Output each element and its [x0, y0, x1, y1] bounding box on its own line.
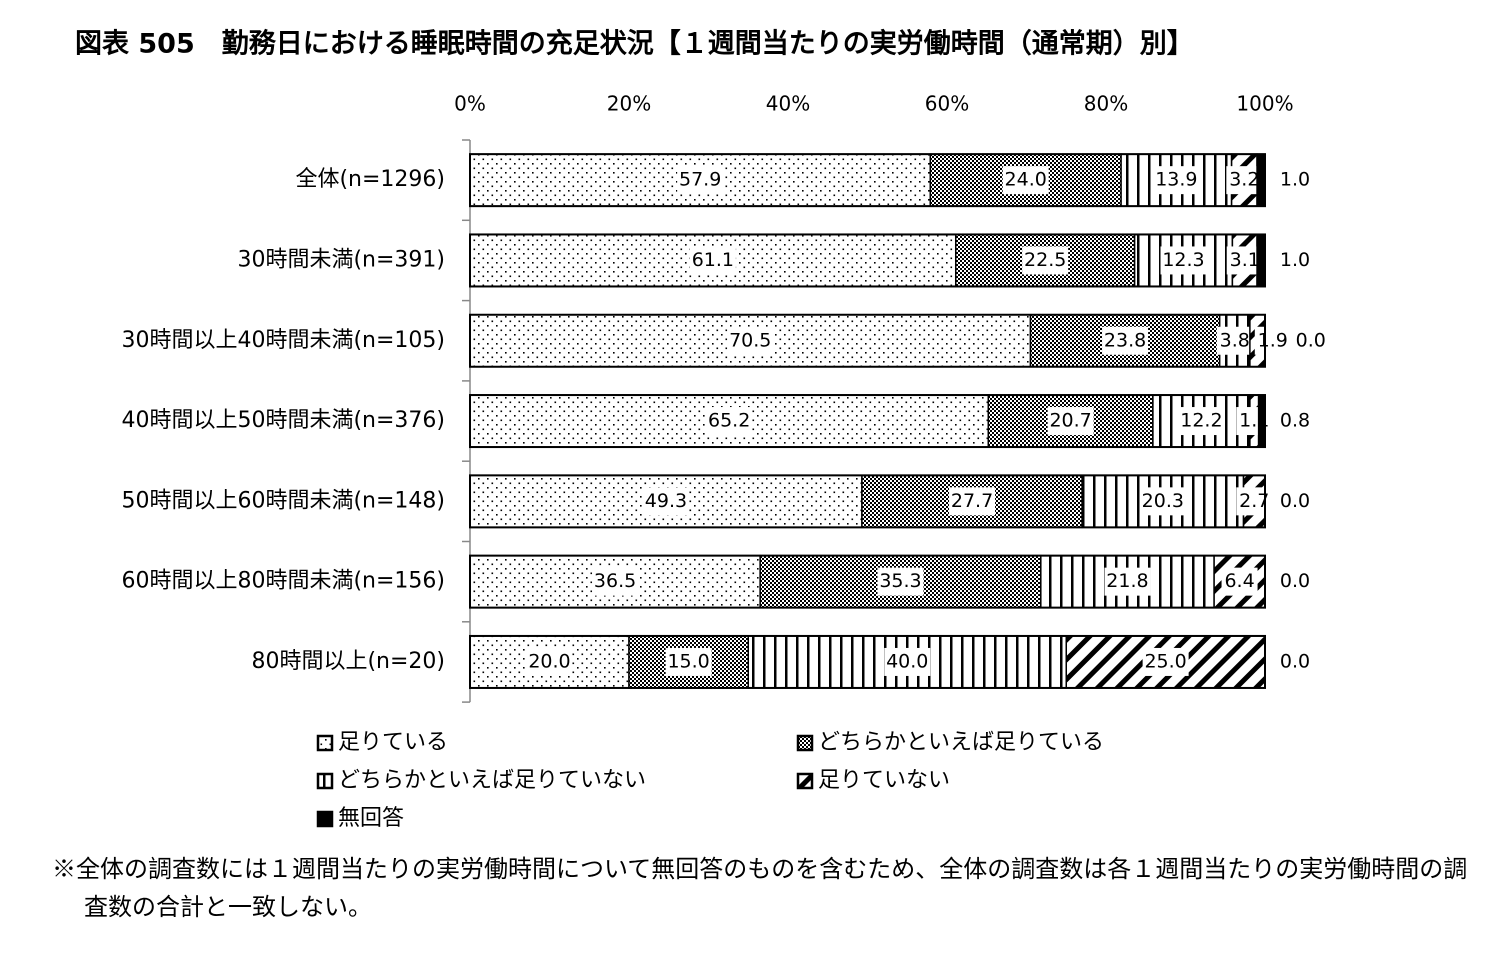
data-label: 0.8	[1280, 410, 1310, 432]
y-tick-label: 30時間以上40時間未満(n=105)	[121, 328, 445, 353]
data-label-box	[1102, 326, 1149, 355]
legend-marker	[316, 810, 334, 828]
data-label: 6.4	[1224, 570, 1254, 592]
data-label-box	[884, 647, 931, 676]
bar-outline	[469, 233, 1266, 288]
data-label-box	[677, 166, 724, 195]
data-label-box	[642, 487, 689, 516]
data-label: 0.0	[1280, 650, 1310, 672]
legend-label: 足りている	[338, 730, 448, 755]
y-tick-label: 40時間以上50時間未満(n=376)	[121, 408, 445, 433]
data-label: 12.3	[1162, 249, 1204, 271]
data-label: 12.2	[1180, 410, 1222, 432]
data-label: 24.0	[1005, 169, 1047, 191]
data-label-box	[1139, 487, 1186, 516]
data-label: 23.8	[1104, 329, 1146, 351]
x-tick-label: 100%	[1236, 92, 1293, 116]
x-tick-label: 60%	[925, 92, 969, 116]
data-label-box	[1236, 407, 1273, 436]
data-label: 0.0	[1296, 329, 1326, 351]
y-tick-label: 全体(n=1296)	[295, 167, 445, 192]
y-tick-label: 30時間未満(n=391)	[237, 247, 445, 272]
data-label-box	[1022, 246, 1069, 275]
legend-marker	[316, 772, 334, 790]
chart: 図表 505 勤務日における睡眠時間の充足状況【１週間当たりの実労働時間（通常期…	[75, 28, 1326, 832]
data-label-box	[1236, 487, 1273, 516]
data-label: 1.9	[1258, 329, 1288, 351]
bar-outline	[469, 634, 1266, 689]
data-label: 15.0	[667, 650, 709, 672]
data-label: 35.3	[879, 570, 921, 592]
data-label: 65.2	[708, 410, 750, 432]
data-label: 0.0	[1280, 570, 1310, 592]
data-label: 3.8	[1220, 329, 1250, 351]
legend-marker	[316, 734, 334, 752]
data-label: 1.0	[1280, 249, 1310, 271]
data-label-box	[1153, 166, 1200, 195]
data-label-box	[526, 647, 573, 676]
data-label-box	[1002, 166, 1049, 195]
legend-label: 無回答	[338, 806, 404, 831]
data-label-box	[1160, 246, 1207, 275]
data-label: 25.0	[1144, 650, 1186, 672]
data-label: 70.5	[729, 329, 771, 351]
bar-outline	[469, 474, 1266, 529]
x-tick-label: 80%	[1084, 92, 1128, 116]
data-label-box	[689, 246, 736, 275]
legend-marker	[796, 772, 814, 790]
data-label: 20.0	[528, 650, 570, 672]
y-tick-label: 80時間以上(n=20)	[251, 649, 445, 674]
legend-label: 足りていない	[818, 768, 950, 793]
data-label: 40.0	[886, 650, 928, 672]
data-label: 21.8	[1106, 570, 1148, 592]
data-label-box	[1142, 647, 1189, 676]
data-label-box	[1047, 407, 1094, 436]
data-label: 49.3	[645, 490, 687, 512]
x-tick-label: 40%	[766, 92, 810, 116]
data-label-box	[949, 487, 996, 516]
data-label: 61.1	[692, 249, 734, 271]
data-label-box	[727, 326, 774, 355]
data-label: 13.9	[1155, 169, 1197, 191]
data-label: 22.5	[1024, 249, 1066, 271]
legend-marker	[796, 734, 814, 752]
footnote: ※全体の調査数には１週間当たりの実労働時間について無回答のものを含むため、全体の…	[52, 855, 1468, 921]
bar-outline	[469, 313, 1266, 368]
data-label: 57.9	[679, 169, 721, 191]
data-label: 36.5	[594, 570, 636, 592]
legend-label: どちらかといえば足りていない	[338, 768, 646, 793]
data-label: 2.7	[1239, 490, 1269, 512]
data-label: 27.7	[951, 490, 993, 512]
data-label: 3.2	[1229, 169, 1259, 191]
data-label-box	[706, 407, 753, 436]
bar-outline	[469, 554, 1266, 609]
data-label: 1.0	[1280, 169, 1310, 191]
bar-segment	[1256, 233, 1266, 288]
x-tick-label: 0%	[454, 92, 486, 116]
data-label: 0.0	[1280, 490, 1310, 512]
data-label: 20.7	[1049, 410, 1091, 432]
data-label-box	[1216, 326, 1253, 355]
data-label-box	[1104, 567, 1151, 596]
bar-outline	[469, 394, 1266, 449]
legend-label: どちらかといえば足りている	[818, 730, 1104, 755]
data-label: 3.1	[1230, 249, 1260, 271]
y-tick-label: 50時間以上60時間未満(n=148)	[121, 488, 445, 513]
chart-title: 図表 505 勤務日における睡眠時間の充足状況【１週間当たりの実労働時間（通常期…	[75, 28, 1194, 60]
data-label-box	[665, 647, 712, 676]
bar-segment	[1256, 153, 1266, 207]
x-tick-label: 20%	[607, 92, 651, 116]
data-label-box	[1221, 567, 1258, 596]
data-label: 20.3	[1142, 490, 1184, 512]
data-label-box	[1178, 407, 1225, 436]
data-label-box	[1254, 326, 1291, 355]
bar-outline	[469, 153, 1266, 208]
data-label-box	[877, 567, 924, 596]
y-tick-label: 60時間以上80時間未満(n=156)	[121, 569, 445, 594]
data-label-box	[592, 567, 639, 596]
